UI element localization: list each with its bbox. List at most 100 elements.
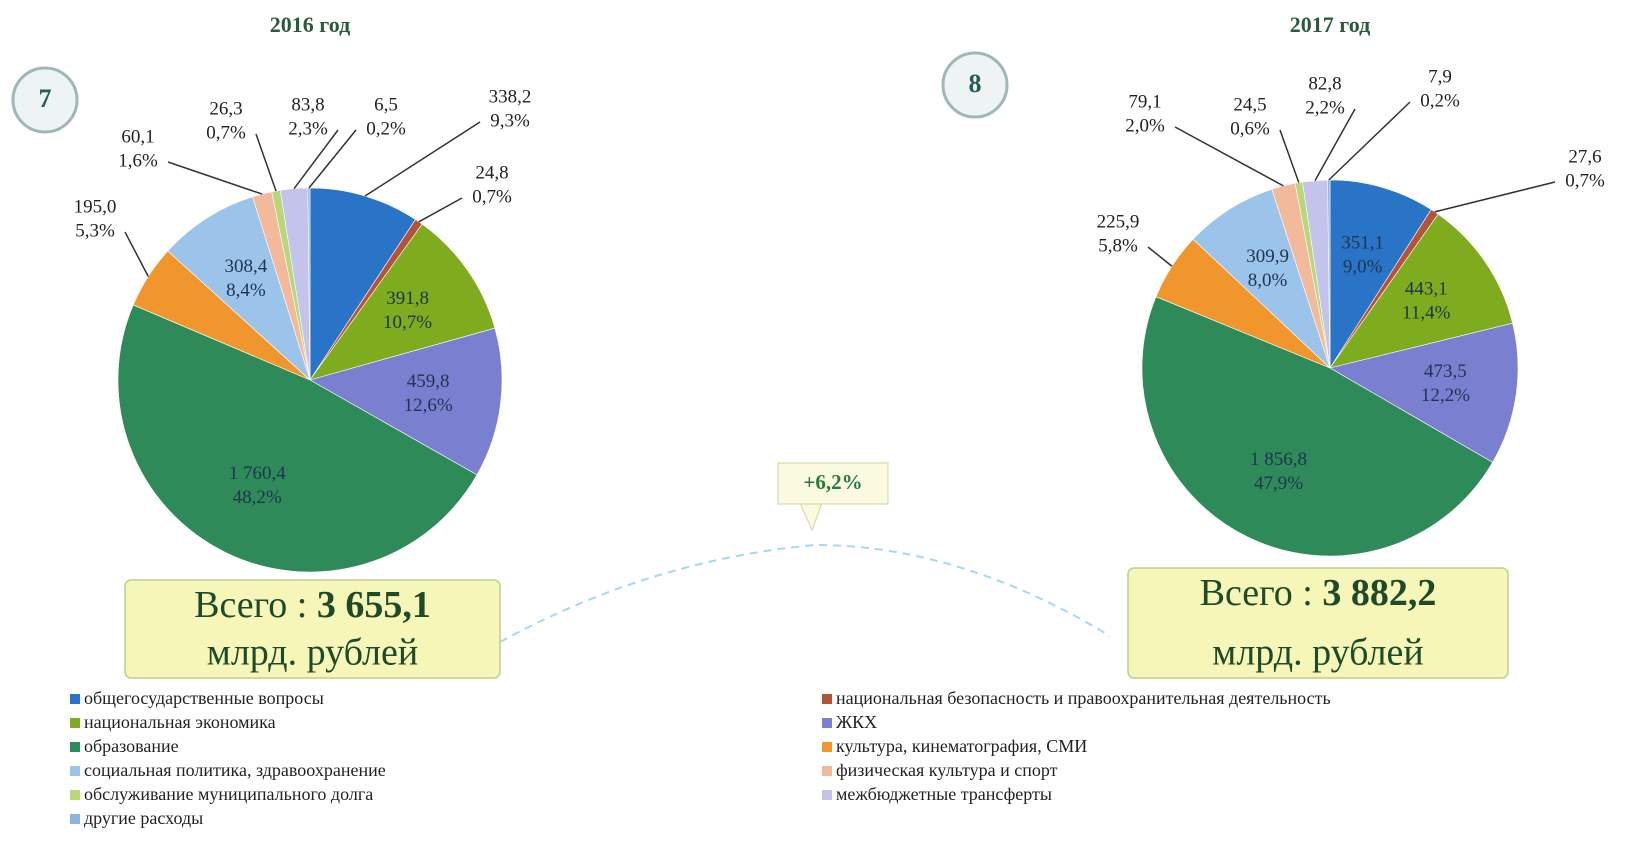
legend-swatch	[822, 742, 832, 752]
legend: общегосударственные вопросы национальная …	[70, 688, 1331, 828]
callout	[777, 462, 889, 505]
value-label: 225,9	[1097, 211, 1140, 232]
value-label: 60,1	[121, 126, 154, 147]
legend-label: ЖКХ	[836, 712, 877, 732]
pie-slice	[117, 304, 478, 573]
percent-label: 47,9%	[1254, 473, 1303, 494]
legend-label: национальная экономика	[84, 712, 276, 732]
leader-line	[308, 129, 357, 189]
percent-label: 11,4%	[1402, 303, 1451, 324]
value-label: 1 760,4	[229, 463, 287, 484]
percent-label: 9,3%	[490, 110, 530, 131]
percent-label: 5,3%	[75, 220, 115, 241]
legend-swatch	[822, 718, 832, 728]
percent-label: 0,6%	[1230, 118, 1270, 139]
value-label: 83,8	[291, 94, 324, 115]
connector	[499, 543, 1111, 643]
value-label: 79,1	[1128, 91, 1161, 112]
percent-label: 12,2%	[1421, 385, 1470, 406]
legend-swatch	[822, 694, 832, 704]
pie-slice	[167, 196, 311, 381]
percent-label: 2,3%	[288, 118, 328, 139]
pie-slice	[1329, 179, 1432, 370]
badge	[11, 66, 79, 134]
percent-label: 0,7%	[1565, 170, 1605, 191]
value-label: 308,4	[225, 256, 268, 277]
total-box	[124, 579, 501, 679]
leader-line	[293, 129, 339, 190]
legend-label: обслуживание муниципального долга	[84, 784, 373, 804]
legend-label: межбюджетные трансферты	[836, 784, 1052, 804]
value-label: 338,2	[489, 86, 532, 107]
percent-label: 1,6%	[118, 150, 158, 171]
chart-title: 2017 год	[1290, 12, 1370, 37]
value-label: 6,5	[374, 94, 398, 115]
pie-slice	[1192, 188, 1331, 369]
total-value: 3 882,2	[1322, 572, 1436, 614]
percent-label: 0,7%	[472, 186, 512, 207]
legend-label: социальная политика, здравоохранение	[84, 760, 386, 780]
total-label: Всего :	[1200, 572, 1313, 614]
value-label: 309,9	[1246, 246, 1289, 267]
legend-swatch	[822, 766, 832, 776]
callout-tail	[799, 502, 823, 532]
total: Всего : 3 655,1	[194, 584, 431, 626]
legend-label: общегосударственные вопросы	[84, 688, 324, 708]
legend-swatch	[70, 814, 80, 824]
leader-line	[1174, 126, 1284, 187]
badge-label: 8	[969, 69, 982, 98]
value-label: 1 856,8	[1250, 449, 1307, 470]
leader-line	[1434, 181, 1556, 213]
leader-line	[1147, 246, 1173, 267]
percent-label: 0,2%	[1420, 90, 1460, 111]
legend-label: физическая культура и спорт	[836, 760, 1058, 780]
value-label: 391,8	[386, 288, 429, 309]
value-label: 195,0	[74, 196, 117, 217]
legend-swatch	[822, 790, 832, 800]
legend-label: образование	[84, 736, 179, 756]
growth-label: +6,2%	[803, 470, 862, 494]
total-value: 3 655,1	[317, 584, 431, 626]
leader-line	[1279, 129, 1300, 183]
badge	[941, 51, 1009, 119]
chart-title: 2016 год	[270, 12, 350, 37]
percent-label: 9,0%	[1343, 256, 1383, 277]
pie-slice	[1141, 296, 1494, 557]
leader-line	[124, 231, 149, 277]
percent-label: 2,0%	[1125, 115, 1165, 136]
total-unit: млрд. рублей	[207, 632, 418, 674]
legend-swatch	[70, 766, 80, 776]
badge-label: 7	[39, 84, 52, 113]
pie-slice	[309, 327, 503, 476]
value-label: 459,8	[407, 371, 450, 392]
legend-swatch	[70, 718, 80, 728]
total-box	[1127, 567, 1509, 679]
percent-label: 0,7%	[206, 122, 246, 143]
percent-label: 48,2%	[233, 487, 282, 508]
percent-label: 5,8%	[1098, 235, 1138, 256]
leader-line	[1314, 108, 1356, 181]
value-label: 24,5	[1233, 94, 1266, 115]
total-label: Всего :	[194, 584, 307, 626]
leader-line	[255, 133, 277, 192]
leader-line	[167, 161, 263, 195]
legend-label: другие расходы	[84, 808, 203, 828]
legend-swatch	[70, 694, 80, 704]
legend-label: культура, кинематография, СМИ	[836, 736, 1087, 756]
pie-slice	[1329, 322, 1519, 463]
percent-label: 8,0%	[1248, 270, 1288, 291]
percent-label: 2,2%	[1305, 97, 1345, 118]
legend-swatch	[70, 742, 80, 752]
leader-line	[1328, 101, 1411, 181]
value-label: 443,1	[1405, 279, 1448, 300]
value-label: 82,8	[1308, 73, 1341, 94]
total-unit: млрд. рублей	[1212, 632, 1423, 674]
value-label: 26,3	[209, 98, 242, 119]
value-label: 24,8	[475, 162, 508, 183]
total: Всего : 3 882,2	[1200, 572, 1437, 614]
value-label: 27,6	[1568, 146, 1601, 167]
pie-slice	[1329, 213, 1513, 369]
value-label: 351,1	[1341, 232, 1384, 253]
leader-line	[364, 121, 481, 197]
